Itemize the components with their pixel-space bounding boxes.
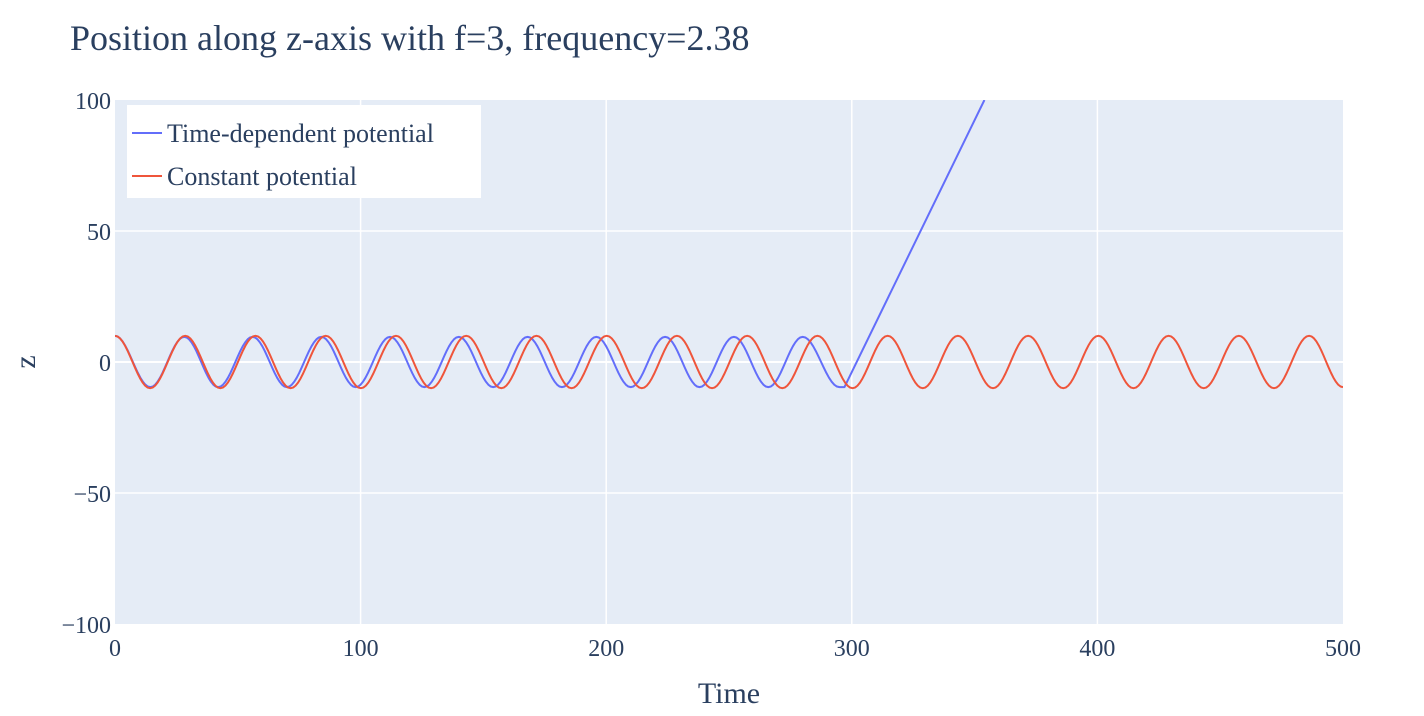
x-tick-label: 500 <box>1325 636 1361 662</box>
x-tick-label: 300 <box>834 636 870 662</box>
legend-item-label[interactable]: Constant potential <box>167 162 357 191</box>
x-axis-title: Time <box>698 677 760 710</box>
legend-box <box>127 105 481 198</box>
x-tick-label: 100 <box>343 636 379 662</box>
x-tick-label: 0 <box>109 636 121 662</box>
y-axis-title: z <box>9 355 42 368</box>
y-tick-label: 100 <box>75 89 111 115</box>
y-tick-label: −100 <box>61 613 111 639</box>
y-axis-ticks: 100 50 0 −50 −100 <box>61 89 111 639</box>
series-line-0 <box>115 100 986 389</box>
y-tick-label: −50 <box>73 482 111 508</box>
x-axis-ticks: 0 100 200 300 400 500 <box>109 636 1361 662</box>
legend[interactable]: Time-dependent potential Constant potenti… <box>127 105 481 198</box>
y-tick-label: 0 <box>99 351 111 377</box>
series-line-1 <box>115 334 1343 390</box>
legend-item-label[interactable]: Time-dependent potential <box>167 119 434 148</box>
y-tick-label: 50 <box>87 220 111 246</box>
x-tick-label: 200 <box>588 636 624 662</box>
chart-title: Position along z-axis with f=3, frequenc… <box>70 18 749 58</box>
series-group <box>115 100 1343 390</box>
x-tick-label: 400 <box>1079 636 1115 662</box>
